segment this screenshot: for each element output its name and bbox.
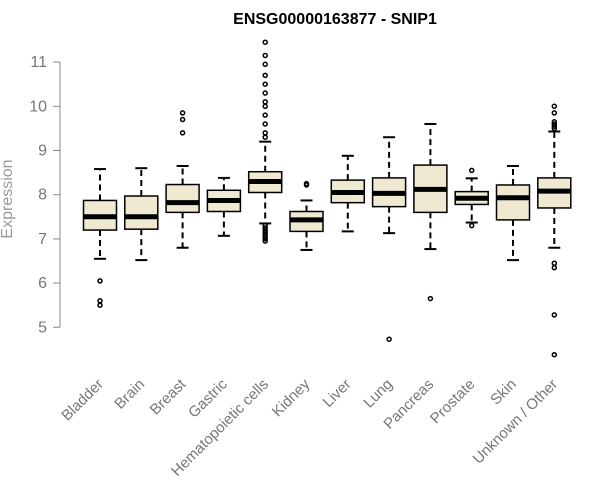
x-tick-label: Breast [147, 375, 190, 418]
outlier-point [262, 103, 268, 110]
outlier-point [262, 238, 268, 244]
outlier-point [551, 351, 558, 358]
outlier-point [262, 90, 268, 96]
box-group [289, 180, 324, 251]
outlier-point [97, 302, 103, 308]
outlier-point [262, 112, 268, 118]
outlier-point [262, 39, 268, 45]
outlier-point [303, 182, 310, 188]
outlier-point [262, 61, 268, 68]
box-group [413, 122, 448, 302]
outlier-point [468, 222, 475, 229]
outlier-point [262, 130, 268, 136]
x-tick-label: Bladder [58, 376, 107, 425]
y-axis-label: Expression [0, 159, 16, 238]
outlier-point [262, 99, 268, 105]
outlier-point [262, 72, 268, 79]
outlier-point [551, 125, 558, 132]
y-tick-label: 10 [29, 98, 47, 115]
chart-title: ENSG00000163877 - SNIP1 [233, 11, 437, 28]
y-tick-label: 6 [38, 275, 47, 292]
outlier-point [551, 260, 558, 266]
iqr-box [495, 184, 531, 221]
box-group [371, 136, 407, 342]
box-group [454, 167, 489, 229]
outlier-point [179, 110, 186, 116]
y-tick-label: 5 [38, 319, 47, 336]
outlier-point [262, 52, 268, 59]
outlier-point [262, 81, 268, 87]
y-tick-label: 8 [38, 187, 47, 204]
outlier-point [551, 312, 558, 318]
outlier-point [551, 123, 558, 129]
x-tick-label: Brain [111, 376, 148, 413]
iqr-box [165, 183, 200, 214]
axes: 5 6 7 8 9 10 11 [29, 54, 61, 336]
box-group [537, 103, 572, 358]
x-tick-label: Prostate [427, 376, 479, 428]
outlier-point [97, 298, 103, 304]
outlier-point [551, 103, 558, 110]
iqr-box [124, 195, 159, 230]
x-tick-label: Kidney [269, 375, 314, 420]
box-group [247, 39, 283, 244]
box-group [495, 164, 531, 262]
boxes [82, 39, 572, 358]
y-tick-label: 11 [30, 54, 47, 71]
box-group [124, 167, 159, 262]
outlier-point [179, 116, 186, 123]
outlier-point [97, 278, 103, 284]
box-group [330, 154, 366, 233]
outlier-point [551, 110, 558, 116]
outlier-point [262, 134, 268, 140]
y-tick-label: 7 [38, 231, 47, 248]
y-tick-label: 9 [38, 143, 47, 160]
x-tick-label: Skin [487, 376, 520, 409]
box-group [206, 176, 242, 237]
outlier-point [427, 295, 434, 302]
box-group [165, 110, 200, 249]
outlier-point [468, 167, 475, 174]
x-tick-label: Lung [360, 376, 396, 412]
box-group [82, 168, 118, 308]
outlier-point [179, 130, 186, 136]
outlier-point [386, 336, 392, 342]
outlier-point [262, 236, 268, 242]
x-tick-label: Liver [320, 376, 355, 411]
outlier-point [551, 264, 558, 271]
outlier-point [262, 121, 268, 127]
